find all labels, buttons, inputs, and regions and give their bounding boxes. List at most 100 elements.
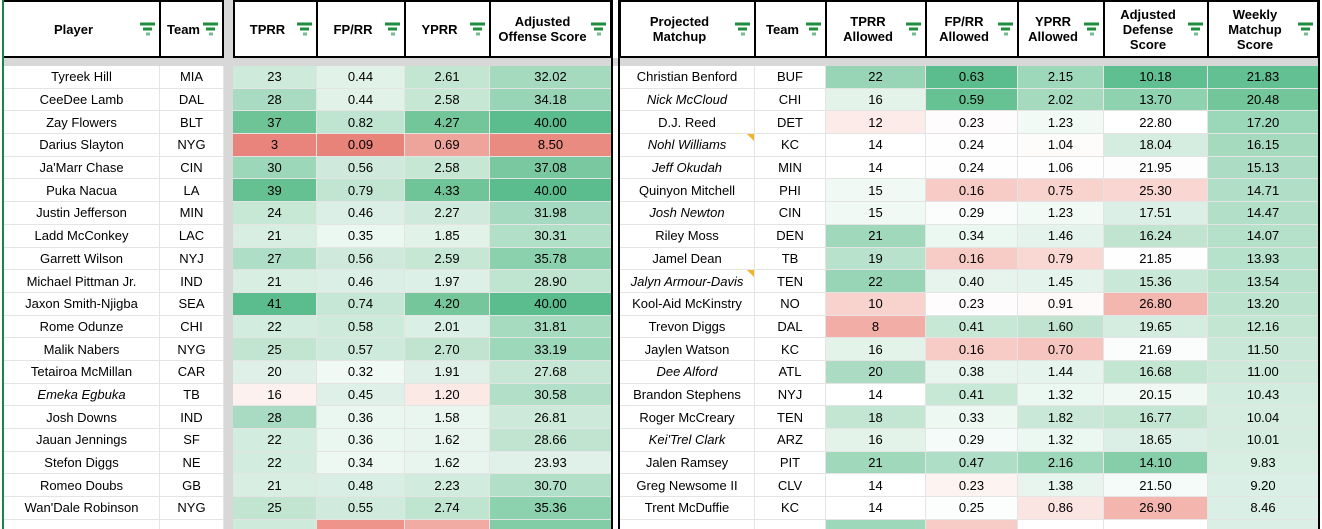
team-cell[interactable]: CIN bbox=[755, 202, 826, 225]
value-cell[interactable]: 2.15 bbox=[1018, 66, 1104, 89]
team-cell[interactable]: MIN bbox=[160, 202, 224, 225]
player-cell[interactable]: Michael Pittman Jr. bbox=[4, 270, 160, 293]
value-cell[interactable]: 0.34 bbox=[317, 451, 405, 475]
player-cell[interactable]: Roger McCreary bbox=[620, 406, 755, 429]
value-cell[interactable]: 0.79 bbox=[1018, 247, 1104, 271]
team-cell[interactable]: SEA bbox=[160, 292, 224, 316]
value-cell[interactable]: 0.41 bbox=[926, 315, 1018, 339]
team-cell[interactable]: TB bbox=[755, 247, 826, 271]
team-cell[interactable]: LA bbox=[160, 179, 224, 203]
value-cell[interactable]: 20 bbox=[233, 360, 317, 384]
value-cell[interactable]: 1.23 bbox=[1018, 202, 1104, 225]
value-cell[interactable]: 0.33 bbox=[926, 406, 1018, 429]
header-tprr[interactable]: TPRR bbox=[233, 0, 317, 58]
value-cell[interactable]: 3 bbox=[233, 134, 317, 157]
value-cell[interactable]: 27 bbox=[233, 247, 317, 271]
filter-icon[interactable] bbox=[806, 22, 821, 36]
team-cell[interactable]: CHI bbox=[755, 88, 826, 112]
value-cell[interactable]: 0.36 bbox=[317, 406, 405, 429]
value-cell[interactable]: 31.98 bbox=[490, 202, 611, 225]
value-cell[interactable]: 37 bbox=[233, 111, 317, 135]
value-cell[interactable]: 0.16 bbox=[926, 179, 1018, 203]
value-cell[interactable]: 21 bbox=[826, 451, 926, 475]
value-cell[interactable]: 16 bbox=[826, 338, 926, 361]
value-cell[interactable]: 40.00 bbox=[490, 292, 611, 316]
value-cell[interactable]: 0.16 bbox=[926, 338, 1018, 361]
value-cell[interactable]: 2.27 bbox=[405, 202, 490, 225]
value-cell[interactable]: 4.27 bbox=[405, 111, 490, 135]
player-cell[interactable] bbox=[620, 519, 755, 529]
player-cell[interactable]: Jalen Ramsey bbox=[620, 451, 755, 475]
value-cell[interactable]: 0.41 bbox=[926, 383, 1018, 407]
team-cell[interactable]: NYG bbox=[160, 338, 224, 361]
value-cell[interactable]: 0.36 bbox=[317, 429, 405, 452]
value-cell[interactable] bbox=[490, 519, 611, 529]
value-cell[interactable]: 40.00 bbox=[490, 111, 611, 135]
value-cell[interactable]: 2.23 bbox=[405, 474, 490, 498]
value-cell[interactable]: 0.44 bbox=[317, 88, 405, 112]
value-cell[interactable]: 26.81 bbox=[490, 406, 611, 429]
filter-icon[interactable] bbox=[735, 22, 750, 36]
team-cell[interactable]: NYG bbox=[160, 497, 224, 520]
value-cell[interactable]: 0.23 bbox=[926, 292, 1018, 316]
value-cell[interactable]: 30 bbox=[233, 156, 317, 180]
value-cell[interactable]: 0.38 bbox=[926, 360, 1018, 384]
value-cell[interactable]: 0.44 bbox=[317, 66, 405, 89]
value-cell[interactable]: 0.79 bbox=[317, 179, 405, 203]
player-cell[interactable]: Ladd McConkey bbox=[4, 224, 160, 248]
header-adjusted-offense-score[interactable]: Adjusted Offense Score bbox=[490, 0, 611, 58]
value-cell[interactable]: 1.44 bbox=[1018, 360, 1104, 384]
player-cell[interactable]: Quinyon Mitchell bbox=[620, 179, 755, 203]
value-cell[interactable]: 0.82 bbox=[317, 111, 405, 135]
filter-icon[interactable] bbox=[998, 22, 1013, 36]
value-cell[interactable]: 20 bbox=[826, 360, 926, 384]
value-cell[interactable]: 0.56 bbox=[317, 156, 405, 180]
value-cell[interactable]: 0.86 bbox=[1018, 497, 1104, 520]
value-cell[interactable]: 21.85 bbox=[1104, 247, 1208, 271]
player-cell[interactable]: Trent McDuffie bbox=[620, 497, 755, 520]
value-cell[interactable]: 9.83 bbox=[1208, 451, 1318, 475]
filter-icon[interactable] bbox=[470, 22, 485, 36]
value-cell[interactable]: 1.82 bbox=[1018, 406, 1104, 429]
team-cell[interactable] bbox=[755, 519, 826, 529]
value-cell[interactable]: 15.13 bbox=[1208, 156, 1318, 180]
team-cell[interactable]: LAC bbox=[160, 224, 224, 248]
player-cell[interactable]: Jalyn Armour-Davis bbox=[620, 270, 755, 293]
player-cell[interactable]: Wan'Dale Robinson bbox=[4, 497, 160, 520]
value-cell[interactable]: 18.65 bbox=[1104, 429, 1208, 452]
value-cell[interactable]: 0.69 bbox=[405, 134, 490, 157]
value-cell[interactable]: 13.20 bbox=[1208, 292, 1318, 316]
value-cell[interactable]: 22 bbox=[826, 270, 926, 293]
value-cell[interactable]: 15 bbox=[826, 179, 926, 203]
value-cell[interactable]: 22 bbox=[826, 66, 926, 89]
value-cell[interactable]: 41 bbox=[233, 292, 317, 316]
value-cell[interactable]: 0.63 bbox=[926, 66, 1018, 89]
header-projected-matchup[interactable]: Projected Matchup bbox=[620, 0, 755, 58]
player-cell[interactable]: Malik Nabers bbox=[4, 338, 160, 361]
value-cell[interactable]: 14 bbox=[826, 474, 926, 498]
value-cell[interactable]: 13.54 bbox=[1208, 270, 1318, 293]
value-cell[interactable]: 10 bbox=[826, 292, 926, 316]
team-cell[interactable]: CIN bbox=[160, 156, 224, 180]
player-cell[interactable]: Greg Newsome II bbox=[620, 474, 755, 498]
value-cell[interactable]: 24 bbox=[233, 202, 317, 225]
value-cell[interactable]: 2.58 bbox=[405, 156, 490, 180]
team-cell[interactable]: NE bbox=[160, 451, 224, 475]
player-cell[interactable]: CeeDee Lamb bbox=[4, 88, 160, 112]
value-cell[interactable]: 19 bbox=[826, 247, 926, 271]
value-cell[interactable]: 30.58 bbox=[490, 383, 611, 407]
player-cell[interactable]: Emeka Egbuka bbox=[4, 383, 160, 407]
value-cell[interactable]: 0.35 bbox=[317, 224, 405, 248]
value-cell[interactable]: 1.58 bbox=[405, 406, 490, 429]
value-cell[interactable]: 19.65 bbox=[1104, 315, 1208, 339]
value-cell[interactable]: 1.46 bbox=[1018, 224, 1104, 248]
team-cell[interactable]: BLT bbox=[160, 111, 224, 135]
value-cell[interactable]: 0.24 bbox=[926, 156, 1018, 180]
value-cell[interactable]: 23 bbox=[233, 66, 317, 89]
filter-icon[interactable] bbox=[591, 22, 606, 36]
value-cell[interactable]: 0.47 bbox=[926, 451, 1018, 475]
value-cell[interactable]: 26.90 bbox=[1104, 497, 1208, 520]
value-cell[interactable]: 0.46 bbox=[317, 202, 405, 225]
value-cell[interactable]: 23.93 bbox=[490, 451, 611, 475]
team-cell[interactable]: TEN bbox=[755, 406, 826, 429]
